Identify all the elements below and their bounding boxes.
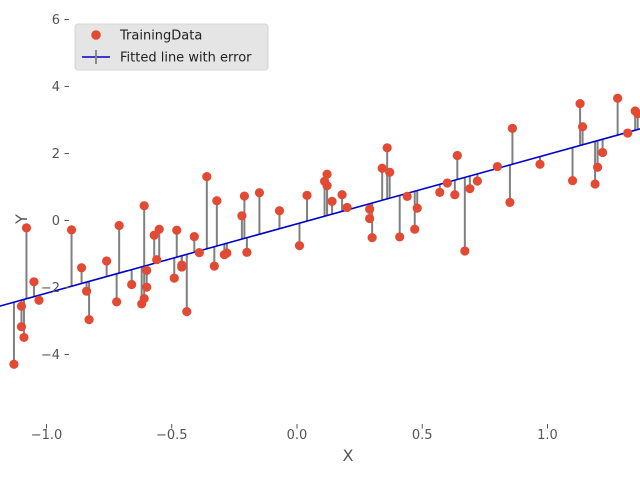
x-tick-label: 0.5	[412, 428, 433, 443]
data-point	[242, 247, 252, 257]
data-point	[152, 255, 162, 265]
fitted-line	[0, 128, 640, 307]
data-point	[29, 277, 39, 287]
data-point	[114, 220, 124, 231]
data-point	[507, 123, 518, 133]
data-point	[16, 322, 27, 332]
data-point	[239, 191, 249, 201]
y-axis-label: Y	[12, 214, 31, 225]
x-tick-label: 0.0	[287, 428, 308, 443]
data-point	[460, 246, 470, 256]
data-point	[505, 197, 515, 208]
data-point	[322, 181, 332, 191]
data-point	[237, 211, 247, 221]
data-point	[142, 282, 152, 292]
fitted-line-group	[0, 128, 640, 307]
data-point	[169, 273, 179, 283]
data-point	[139, 293, 149, 304]
data-point	[294, 241, 305, 251]
data-point	[21, 223, 32, 233]
data-point	[66, 225, 77, 235]
data-point	[76, 263, 87, 273]
data-points	[9, 93, 640, 369]
x-tick-label: −1.0	[31, 428, 63, 443]
y-tick-label: 6	[52, 13, 60, 28]
x-tick-label: −0.5	[156, 428, 188, 443]
data-point	[102, 256, 112, 266]
data-point	[337, 190, 347, 200]
data-point	[142, 265, 152, 276]
data-point	[450, 190, 460, 200]
legend: TrainingData Fitted line with error	[74, 23, 269, 71]
data-point	[590, 179, 600, 189]
data-point	[412, 203, 422, 213]
data-point	[593, 162, 603, 172]
data-point	[127, 279, 137, 290]
data-point	[410, 224, 420, 234]
y-axis-ticks: −4 −2 0 2 4 6	[41, 13, 69, 363]
legend-label-training-data: TrainingData	[119, 29, 202, 44]
data-point	[274, 206, 285, 216]
legend-label-fitted-line: Fitted line with error	[120, 51, 252, 66]
data-point	[154, 224, 164, 234]
data-point	[382, 143, 392, 153]
y-tick-label: 4	[52, 80, 60, 95]
data-point	[472, 176, 482, 186]
data-point	[377, 163, 387, 173]
data-point	[575, 98, 585, 109]
data-point	[633, 109, 640, 119]
data-point	[402, 191, 412, 201]
data-point	[34, 295, 44, 305]
data-point	[435, 187, 445, 197]
data-point	[598, 147, 608, 158]
data-point	[395, 232, 405, 242]
y-tick-label: −4	[41, 348, 60, 363]
x-tick-label: 1.0	[537, 428, 558, 443]
data-point	[139, 201, 149, 211]
x-axis-ticks: −1.5−1.0−0.50.00.51.01.52.02.5	[31, 424, 558, 443]
data-point	[492, 161, 502, 172]
data-point	[182, 307, 192, 317]
data-point	[202, 172, 212, 182]
data-point	[194, 248, 204, 258]
data-point	[209, 261, 219, 271]
x-axis-label: X	[343, 446, 354, 465]
data-point	[84, 315, 94, 325]
data-point	[19, 332, 29, 343]
data-point	[189, 231, 199, 242]
data-point	[302, 190, 312, 200]
legend-box	[74, 23, 269, 71]
data-point	[367, 232, 377, 243]
data-point	[322, 169, 332, 179]
data-point	[172, 225, 182, 235]
data-point	[442, 178, 452, 188]
data-point	[327, 196, 337, 207]
data-point	[222, 248, 232, 258]
legend-marker-training-data	[91, 30, 101, 40]
data-point	[452, 150, 462, 161]
data-point	[9, 359, 19, 369]
y-tick-label: −2	[41, 281, 60, 296]
data-point	[16, 301, 27, 311]
data-point	[365, 204, 375, 214]
data-point	[254, 188, 265, 198]
data-point	[177, 262, 187, 272]
data-point	[535, 159, 545, 169]
data-point	[365, 213, 375, 224]
data-point	[342, 202, 352, 213]
data-point	[149, 230, 159, 240]
data-point	[613, 93, 623, 103]
data-point	[212, 196, 222, 206]
data-point	[385, 167, 395, 177]
data-point	[81, 286, 92, 296]
data-point	[567, 176, 578, 186]
y-tick-label: 0	[52, 214, 60, 229]
data-point	[623, 128, 633, 138]
y-tick-label: 2	[52, 147, 60, 162]
data-point	[577, 122, 588, 132]
data-point	[112, 297, 122, 307]
data-point	[465, 184, 475, 194]
